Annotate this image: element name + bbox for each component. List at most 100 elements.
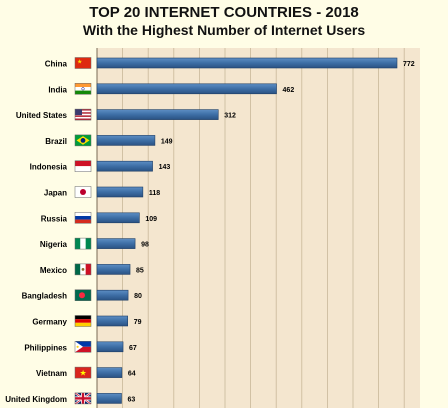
value-label: 79 xyxy=(134,319,142,326)
flag-border xyxy=(74,315,92,327)
chart-title: TOP 20 INTERNET COUNTRIES - 2018 xyxy=(89,4,359,21)
bar xyxy=(96,57,398,69)
flag-cross xyxy=(75,397,91,400)
flag-stripe xyxy=(75,109,91,111)
category-label: United States xyxy=(16,111,68,120)
flag-border xyxy=(74,237,92,250)
flag-border xyxy=(74,263,92,276)
flag-stripe xyxy=(75,160,91,167)
flag-stripe xyxy=(75,116,91,119)
bar xyxy=(96,238,136,249)
flag-border xyxy=(74,160,92,172)
category-label: Russia xyxy=(41,214,68,223)
flag-mexico-icon xyxy=(74,263,92,276)
flag-stripe xyxy=(75,263,81,275)
category-label: Brazil xyxy=(45,137,67,146)
flag-stripe xyxy=(75,112,91,114)
category-labels: China India United States Brazil Indonesia Ja… xyxy=(5,60,67,404)
flag-japan-icon xyxy=(74,186,92,198)
value-label: 85 xyxy=(136,267,144,274)
category-label: United Kingdom xyxy=(5,395,67,404)
flag-usa-icon xyxy=(74,108,92,121)
flag-border xyxy=(74,83,92,95)
flag-border xyxy=(74,289,92,301)
value-label: 109 xyxy=(145,216,157,223)
flag-bangladesh-icon xyxy=(74,289,92,301)
flag-border xyxy=(74,57,92,69)
flag-stripe xyxy=(75,212,91,216)
flag-stripe xyxy=(75,118,91,121)
flag-vietnam-icon: ★ xyxy=(74,366,92,379)
flag-stripe xyxy=(85,263,91,275)
flag-triangle xyxy=(75,341,83,353)
flag-wheel xyxy=(81,87,85,91)
grid-lines xyxy=(96,48,405,408)
flag-stripe xyxy=(75,83,91,87)
bar xyxy=(96,315,128,327)
flag-stripe xyxy=(75,113,91,116)
category-label: Bangladesh xyxy=(22,292,67,301)
flag-india-icon xyxy=(74,83,92,95)
flag-stripe xyxy=(75,166,91,172)
value-label: 143 xyxy=(159,164,171,171)
flag-border xyxy=(74,212,92,224)
flag-field xyxy=(75,57,91,69)
category-label: India xyxy=(48,85,67,94)
bar xyxy=(96,341,124,353)
flag-stripe xyxy=(75,90,91,95)
bar xyxy=(96,135,156,146)
flag-disc xyxy=(79,292,85,299)
flag-sun xyxy=(80,189,86,195)
flag-germany-icon xyxy=(74,315,92,327)
value-label: 98 xyxy=(141,242,149,249)
value-label: 67 xyxy=(129,345,137,352)
flag-border xyxy=(74,341,92,353)
flag-stripe xyxy=(75,319,91,323)
flag-globe xyxy=(80,138,86,143)
flag-emblem xyxy=(81,268,85,271)
flag-star: ★ xyxy=(80,369,87,378)
flags-group: ★★ xyxy=(74,57,92,405)
flag-brazil-icon xyxy=(74,134,92,147)
category-label: Vietnam xyxy=(36,369,67,378)
bar xyxy=(96,264,131,275)
flag-border xyxy=(74,134,92,147)
value-label: 63 xyxy=(127,396,135,403)
category-label: Indonesia xyxy=(30,163,68,172)
flag-stripe xyxy=(75,219,91,224)
category-label: Nigeria xyxy=(40,240,68,249)
flag-nigeria-icon xyxy=(74,237,92,250)
flag-indonesia-icon xyxy=(74,160,92,172)
flag-stripe xyxy=(75,216,91,220)
value-label: 312 xyxy=(224,113,236,120)
flag-stripe xyxy=(75,341,91,347)
flag-border xyxy=(74,366,92,379)
flag-stripe xyxy=(75,110,91,113)
flag-stripe xyxy=(75,315,91,320)
flag-border xyxy=(74,392,92,405)
bar xyxy=(96,367,123,378)
plot-area xyxy=(97,48,420,408)
bar xyxy=(96,393,122,404)
value-labels: 772 462 312 149 143 118 109 98 85 80 79 67 64 63 xyxy=(127,61,414,403)
flag-stripe xyxy=(75,87,91,91)
bar xyxy=(96,109,219,120)
flag-border xyxy=(74,108,92,121)
flag-border xyxy=(74,186,92,198)
value-label: 64 xyxy=(128,371,136,378)
flag-stripe xyxy=(85,238,91,250)
bar xyxy=(96,289,129,301)
value-label: 149 xyxy=(161,138,173,145)
category-label: China xyxy=(45,60,68,69)
flag-stripe xyxy=(75,238,81,250)
flag-stripe xyxy=(75,346,91,353)
flag-china-icon: ★ xyxy=(74,57,92,69)
value-label: 462 xyxy=(283,87,295,94)
flag-stripe xyxy=(75,115,91,117)
flag-field xyxy=(75,367,91,379)
category-label: Mexico xyxy=(40,266,67,275)
bars-group xyxy=(96,57,398,404)
bar xyxy=(96,160,153,172)
flag-stripe xyxy=(80,238,86,250)
